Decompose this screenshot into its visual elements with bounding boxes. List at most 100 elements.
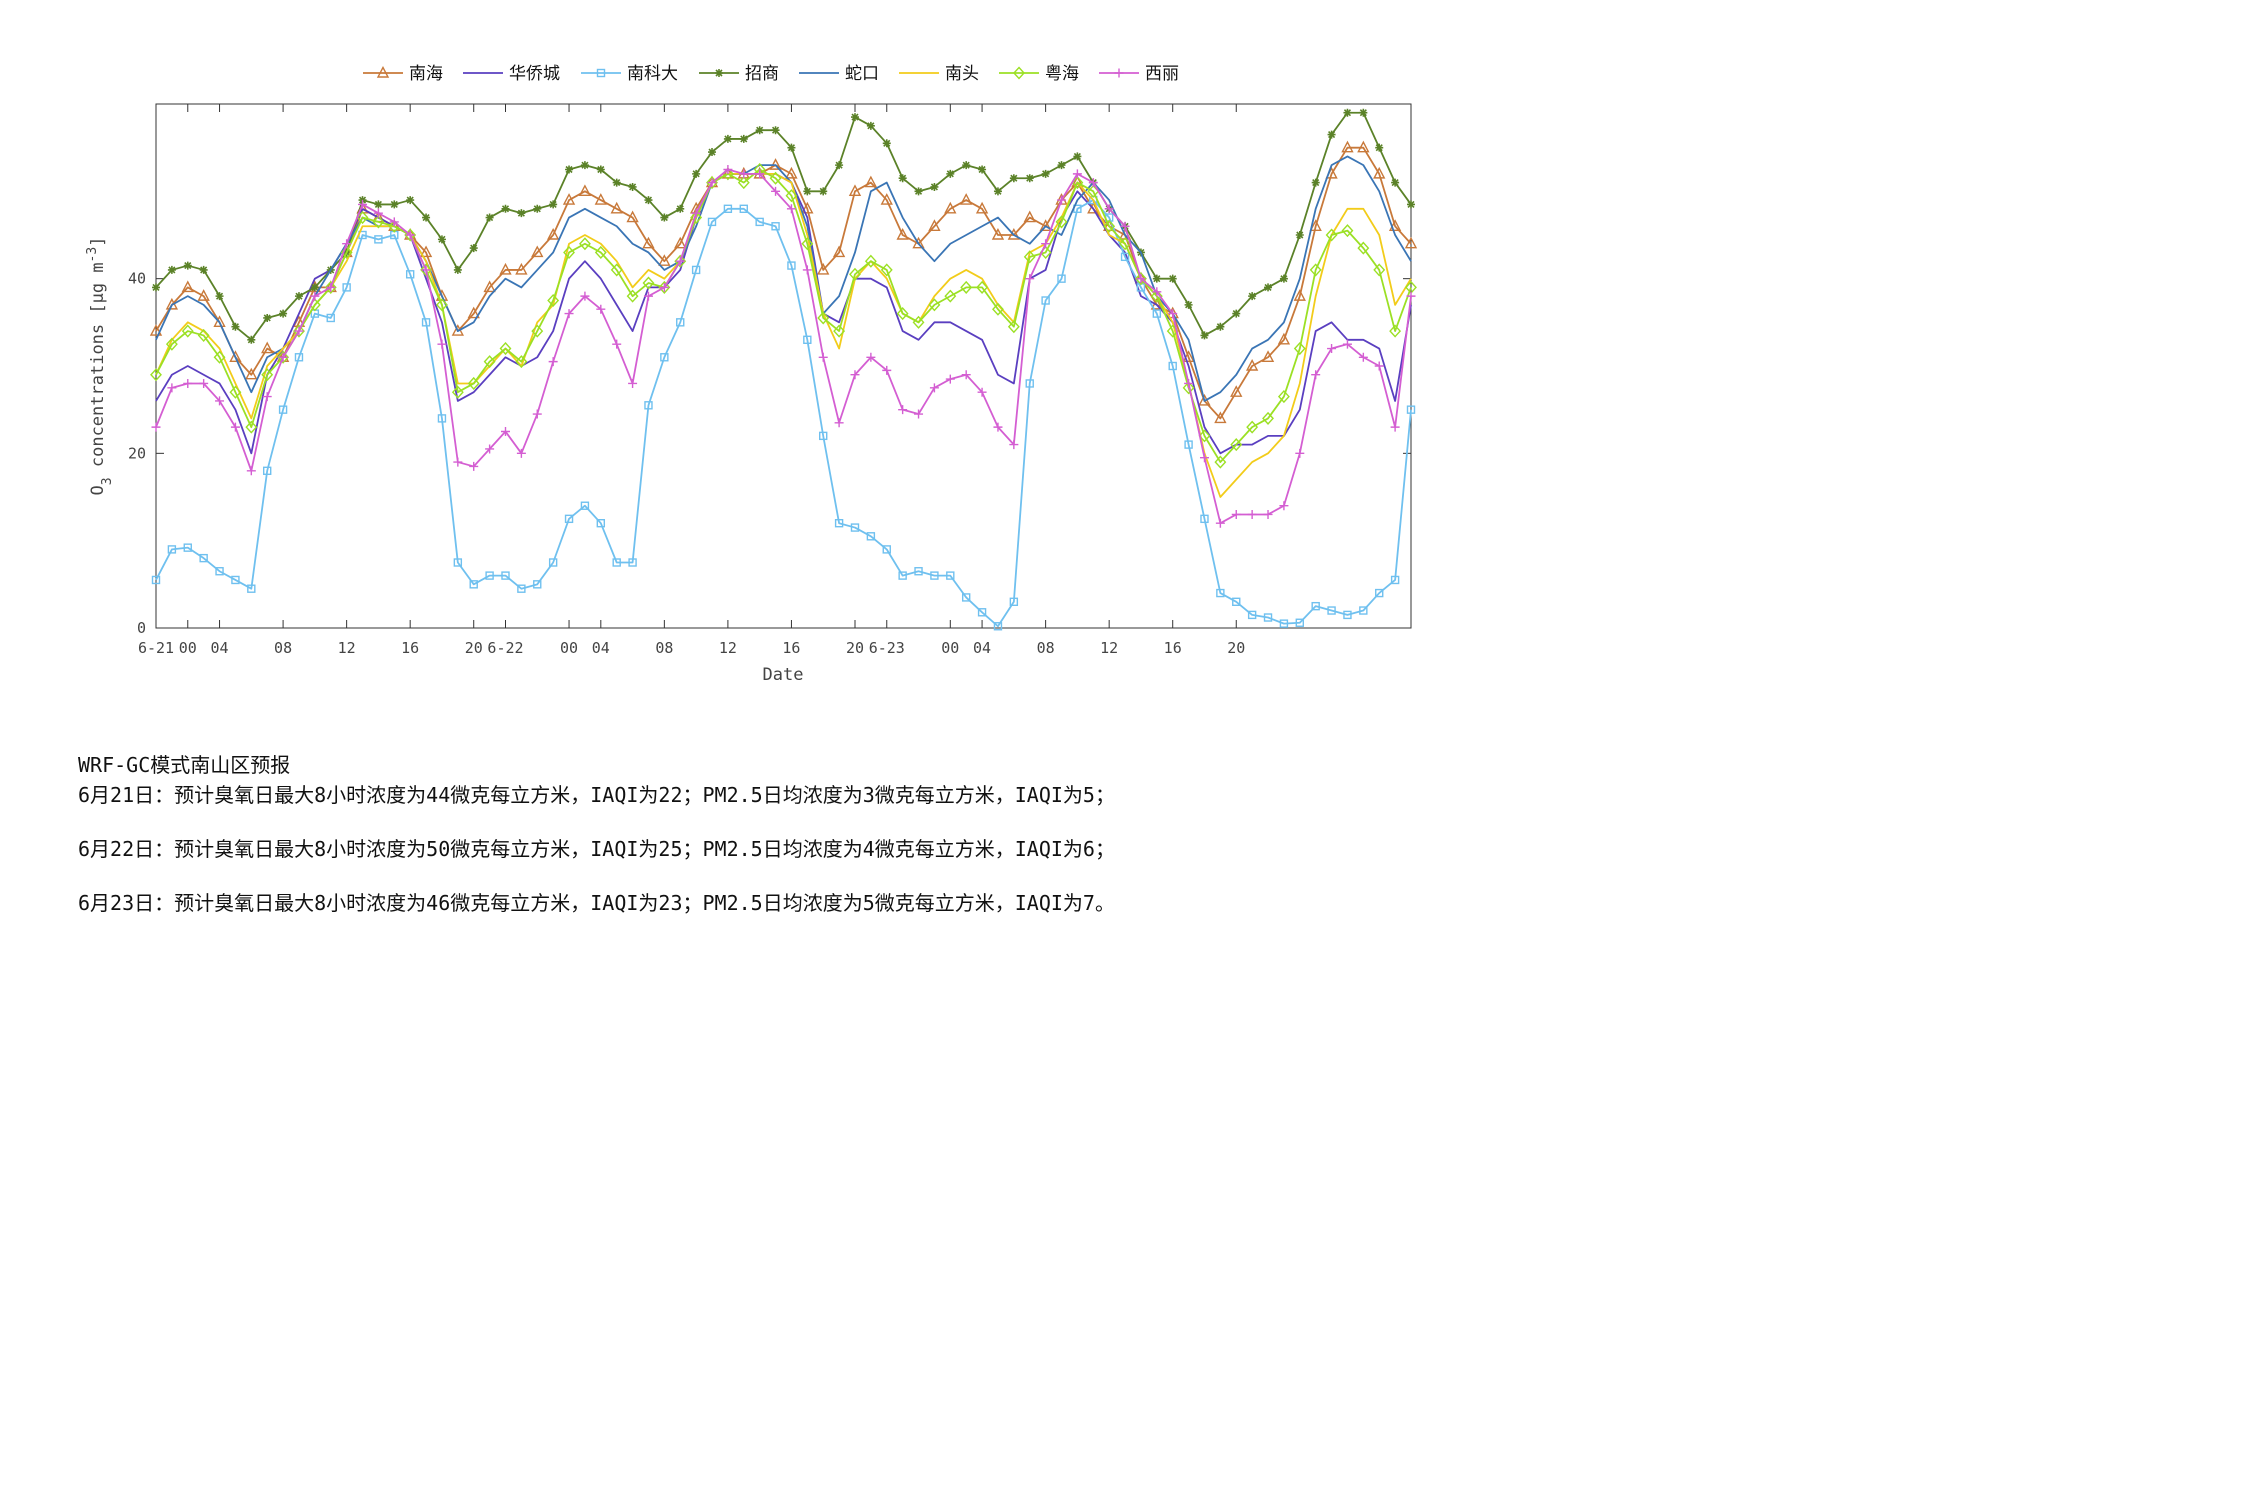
data-point — [1277, 390, 1290, 404]
data-point — [1214, 455, 1227, 469]
data-point — [993, 622, 1003, 631]
data-point — [707, 217, 717, 227]
data-point — [1389, 324, 1402, 338]
data-point — [946, 169, 955, 178]
x-tick-label: 6-23 — [869, 639, 905, 657]
data-point — [737, 176, 750, 190]
data-point — [850, 113, 859, 122]
data-point — [929, 383, 939, 393]
data-point — [310, 291, 320, 301]
legend-label: 南科大 — [627, 64, 678, 84]
data-point — [246, 466, 256, 476]
data-point — [1295, 618, 1304, 627]
data-point — [787, 261, 796, 270]
data-point — [819, 187, 828, 196]
data-point — [1120, 252, 1130, 262]
data-point — [231, 322, 240, 331]
data-point — [914, 567, 923, 576]
data-point — [580, 291, 590, 301]
data-point — [771, 222, 780, 231]
data-point — [723, 165, 733, 174]
forecast-day-1: 6月21日：预计臭氧日最大8小时浓度为44微克每立方米，IAQI为22；PM2.… — [78, 783, 1115, 807]
data-point — [197, 289, 210, 301]
y-tick-label: 40 — [128, 270, 146, 288]
data-point — [1341, 140, 1354, 153]
data-point — [501, 204, 510, 213]
legend-label: 蛇口 — [845, 64, 879, 84]
data-point — [215, 567, 224, 576]
data-point — [547, 293, 560, 308]
data-point — [596, 304, 606, 314]
data-point — [499, 341, 512, 356]
data-point — [374, 235, 383, 244]
data-point — [834, 418, 844, 428]
data-point — [422, 213, 431, 222]
data-point — [692, 169, 701, 178]
data-point — [420, 263, 433, 277]
data-point — [261, 341, 274, 354]
data-point — [1311, 601, 1320, 611]
data-point — [580, 161, 589, 170]
data-point — [533, 204, 542, 213]
data-point — [1168, 274, 1177, 283]
data-point — [1200, 331, 1209, 340]
data-point — [1025, 379, 1034, 388]
data-point — [215, 292, 224, 301]
data-point — [628, 182, 637, 191]
series-5 — [155, 155, 1412, 402]
data-point — [485, 444, 495, 454]
series-8 — [151, 165, 1416, 528]
data-point — [1277, 332, 1291, 345]
data-point — [245, 420, 258, 434]
x-tick-label: 12 — [719, 639, 737, 657]
x-tick-label: 04 — [973, 639, 991, 657]
data-point — [739, 204, 748, 214]
data-point — [834, 519, 844, 528]
data-point — [326, 282, 336, 292]
data-point — [1088, 178, 1098, 188]
legend-entry-6: 南头 — [899, 64, 979, 84]
data-point — [1184, 440, 1193, 449]
data-point — [231, 575, 240, 585]
legend-label: 粤海 — [1045, 64, 1079, 84]
legend-entry-8: 西丽 — [1099, 64, 1179, 84]
data-point — [436, 298, 448, 312]
data-point — [152, 283, 160, 292]
data-point — [1025, 274, 1035, 284]
data-point — [818, 352, 828, 362]
data-point — [1293, 289, 1306, 301]
data-point — [1343, 610, 1352, 620]
data-point — [1120, 221, 1130, 231]
y-tick-label: 20 — [128, 444, 146, 462]
data-point — [197, 328, 210, 342]
forecast-title: WRF-GC模式南山区预报 — [78, 753, 291, 777]
data-point — [549, 200, 558, 209]
data-point — [1199, 453, 1209, 463]
series-line — [155, 155, 1412, 402]
data-point — [785, 166, 798, 179]
data-point — [483, 280, 496, 293]
data-point — [1168, 361, 1177, 371]
data-point — [978, 165, 987, 174]
data-point — [294, 326, 304, 336]
data-point — [1263, 509, 1273, 519]
x-tick-label: 12 — [338, 639, 356, 657]
data-point — [610, 201, 623, 214]
data-point — [755, 217, 764, 227]
data-point — [723, 134, 732, 143]
data-point — [421, 318, 431, 327]
legend-label: 招商 — [745, 64, 779, 84]
data-point — [644, 401, 653, 410]
data-point — [628, 378, 638, 388]
data-point — [644, 196, 653, 205]
data-point — [1215, 518, 1225, 528]
data-point — [993, 422, 1003, 432]
data-point — [151, 422, 161, 432]
data-point — [707, 178, 717, 188]
data-point — [1263, 613, 1273, 622]
data-point — [786, 204, 796, 214]
legend-entry-7: 粤海 — [999, 64, 1079, 84]
data-point — [594, 193, 607, 205]
data-point — [167, 545, 177, 554]
data-point — [1009, 440, 1019, 450]
